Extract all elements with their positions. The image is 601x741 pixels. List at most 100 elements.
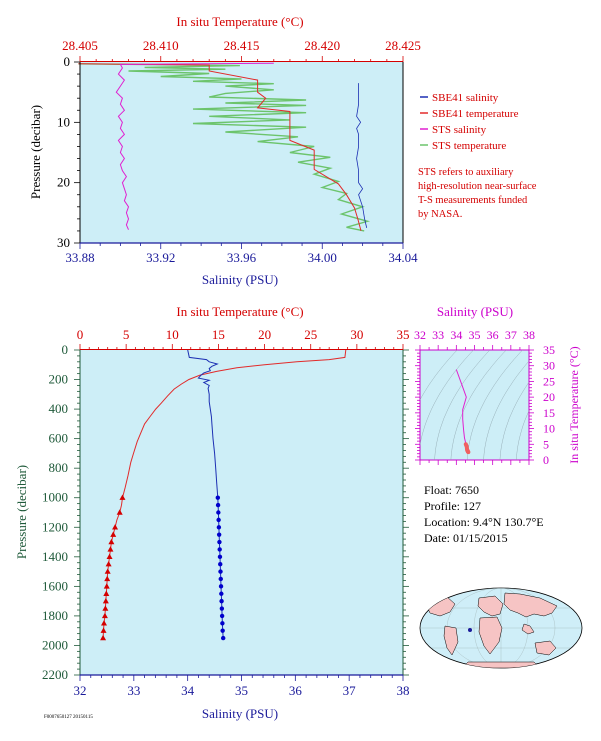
- world-map: [419, 587, 583, 669]
- salinity-bottle-marker: [220, 635, 226, 641]
- main-chart-series: [100, 349, 347, 641]
- ts-chart-salinity-tick-label: 36: [487, 328, 499, 342]
- temperature-bottle-marker: [104, 568, 111, 574]
- main-chart-temperature-tick-label: 25: [304, 327, 317, 342]
- temperature-bottle-marker: [101, 612, 108, 619]
- main-chart-pressure-tick-label: 1800: [42, 608, 68, 623]
- ts-chart-plot-area: [419, 349, 530, 461]
- float-id: Float: 7650: [424, 483, 480, 497]
- salinity-bottle-marker: [217, 547, 222, 552]
- top-chart-temperature-tick-label: 28.405: [62, 38, 98, 53]
- legend-label-sts-temperature: STS temperature: [432, 140, 506, 152]
- main-chart-pressure-tick-label: 2200: [42, 667, 68, 682]
- footer-code: F0007650127 20150115: [44, 715, 93, 720]
- top-chart-temperature-tick-label: 28.410: [143, 38, 179, 53]
- top-chart-pressure-tick-label: 0: [64, 54, 71, 69]
- legend-label-sbe41-salinity: SBE41 salinity: [432, 92, 499, 104]
- map-land-europe: [477, 595, 504, 617]
- top-chart-salinity-tick-label: 34.00: [308, 250, 337, 265]
- top-chart-pressure-axis-title: Pressure (decibar): [28, 105, 43, 199]
- map-land-australia: [534, 640, 557, 656]
- ts-chart-salinity-tick-label: 34: [450, 328, 462, 342]
- salinity-bottle-marker: [217, 539, 222, 545]
- sts-salinity-line: [115, 62, 274, 230]
- top-chart-plot-area: [80, 62, 403, 243]
- main-salinity-line: [187, 349, 224, 639]
- main-chart-temperature-tick-label: 10: [166, 327, 179, 342]
- main-chart-temperature-tick-label: 0: [77, 327, 84, 342]
- top-chart-salinity-axis-title: Salinity (PSU): [202, 272, 278, 287]
- main-chart-salinity-ticks: 32 33 34 35 36 37 38: [74, 674, 410, 698]
- main-chart-pressure-tick-label: 800: [49, 460, 69, 475]
- ts-chart-salinity-tick-label: 37: [505, 328, 517, 342]
- temperature-bottle-marker: [103, 590, 110, 596]
- temperature-bottle-marker: [110, 531, 117, 537]
- legend: SBE41 salinity SBE41 temperature STS sal…: [418, 92, 537, 220]
- main-chart-salinity-tick-label: 33: [127, 683, 140, 698]
- main-chart-pressure-tick-label: 600: [49, 431, 69, 446]
- sbe41-temperature-line: [78, 63, 362, 232]
- density-contour: [499, 381, 529, 460]
- main-chart-temperature-axis-title: In situ Temperature (°C): [176, 304, 303, 319]
- salinity-bottle-marker: [218, 569, 223, 574]
- temperature-bottle-marker: [103, 583, 110, 589]
- ts-chart-temperature-tick-label: 0: [543, 453, 549, 467]
- main-chart-pressure-tick-label: 1400: [42, 549, 68, 564]
- top-chart-temperature-tick-label: 28.415: [224, 38, 260, 53]
- ts-point: [466, 450, 471, 455]
- salinity-bottle-marker: [216, 525, 222, 530]
- map-land-africa: [478, 616, 503, 655]
- temperature-bottle-marker: [100, 634, 107, 641]
- legend-note-line-4: by NASA.: [418, 209, 462, 220]
- main-chart-pressure-axis-title: Pressure (decibar): [14, 465, 29, 559]
- top-chart-temperature-tick-label: 28.425: [385, 38, 421, 53]
- legend-label-sts-salinity: STS salinity: [432, 124, 487, 136]
- main-chart-temperature-tick-label: 20: [258, 327, 271, 342]
- legend-note-line-2: high-resolution near-surface: [418, 181, 537, 192]
- float-location-marker: [468, 628, 472, 632]
- top-chart-pressure-tick-label: 20: [57, 175, 70, 190]
- temperature-bottle-marker: [102, 597, 109, 604]
- salinity-bottle-marker: [216, 510, 221, 515]
- top-chart-salinity-tick-label: 33.88: [65, 250, 94, 265]
- map-land-south-america: [443, 625, 459, 656]
- map-land-maritime-asia: [521, 623, 535, 635]
- main-chart-salinity-tick-label: 32: [74, 683, 87, 698]
- main-chart-temperature-tick-label: 30: [350, 327, 363, 342]
- ts-chart-temperature-tick-label: 30: [543, 359, 555, 373]
- ts-chart-temperature-axis-title: In situ Temperature (°C): [567, 346, 581, 463]
- salinity-bottle-marker: [219, 591, 224, 596]
- main-chart-salinity-axis-title: Salinity (PSU): [202, 706, 278, 721]
- temperature-bottle-marker: [100, 620, 107, 626]
- ts-chart-series: [455, 369, 471, 455]
- salinity-bottle-marker: [218, 562, 223, 567]
- ts-chart-salinity-tick-label: 35: [469, 328, 481, 342]
- temperature-bottle-marker: [100, 627, 107, 633]
- top-chart-salinity-tick-label: 33.96: [227, 250, 257, 265]
- salinity-bottle-marker: [216, 517, 221, 523]
- main-chart-pressure-tick-label: 1200: [42, 519, 68, 534]
- ts-chart-salinity-tick-label: 33: [432, 328, 444, 342]
- near-surface-chart: In situ Temperature (°C) 28.405 28.410 28.…: [28, 14, 421, 287]
- salinity-bottle-marker: [219, 598, 224, 604]
- top-chart-salinity-ticks: 33.88 33.92 33.96 34.00 34.04: [65, 242, 418, 265]
- main-chart-temperature-tick-label: 5: [123, 327, 130, 342]
- ts-chart-salinity-axis-title: Salinity (PSU): [437, 304, 513, 319]
- legend-note-line-1: STS refers to auxiliary: [418, 167, 514, 178]
- temperature-bottle-marker: [102, 605, 109, 611]
- salinity-bottle-marker: [220, 621, 225, 626]
- main-chart-pressure-tick-label: 1600: [42, 578, 68, 593]
- main-chart-salinity-tick-label: 35: [235, 683, 248, 698]
- top-chart-salinity-tick-label: 34.04: [388, 250, 418, 265]
- top-chart-temperature-axis-title: In situ Temperature (°C): [176, 14, 303, 29]
- salinity-bottle-marker: [215, 495, 221, 500]
- temperature-bottle-marker: [112, 524, 119, 530]
- main-chart-pressure-tick-label: 400: [49, 401, 69, 416]
- main-chart-pressure-ticks: 0 200 400 600 800 1000 1200 1400 1600 1800 2000 220…: [42, 342, 409, 682]
- main-chart-pressure-tick-label: 1000: [42, 490, 68, 505]
- ts-diagram: Salinity (PSU) 32 33 34 35 36 37 38 0 510 15 20 25…: [414, 304, 581, 467]
- main-chart-temperature-tick-label: 35: [397, 327, 410, 342]
